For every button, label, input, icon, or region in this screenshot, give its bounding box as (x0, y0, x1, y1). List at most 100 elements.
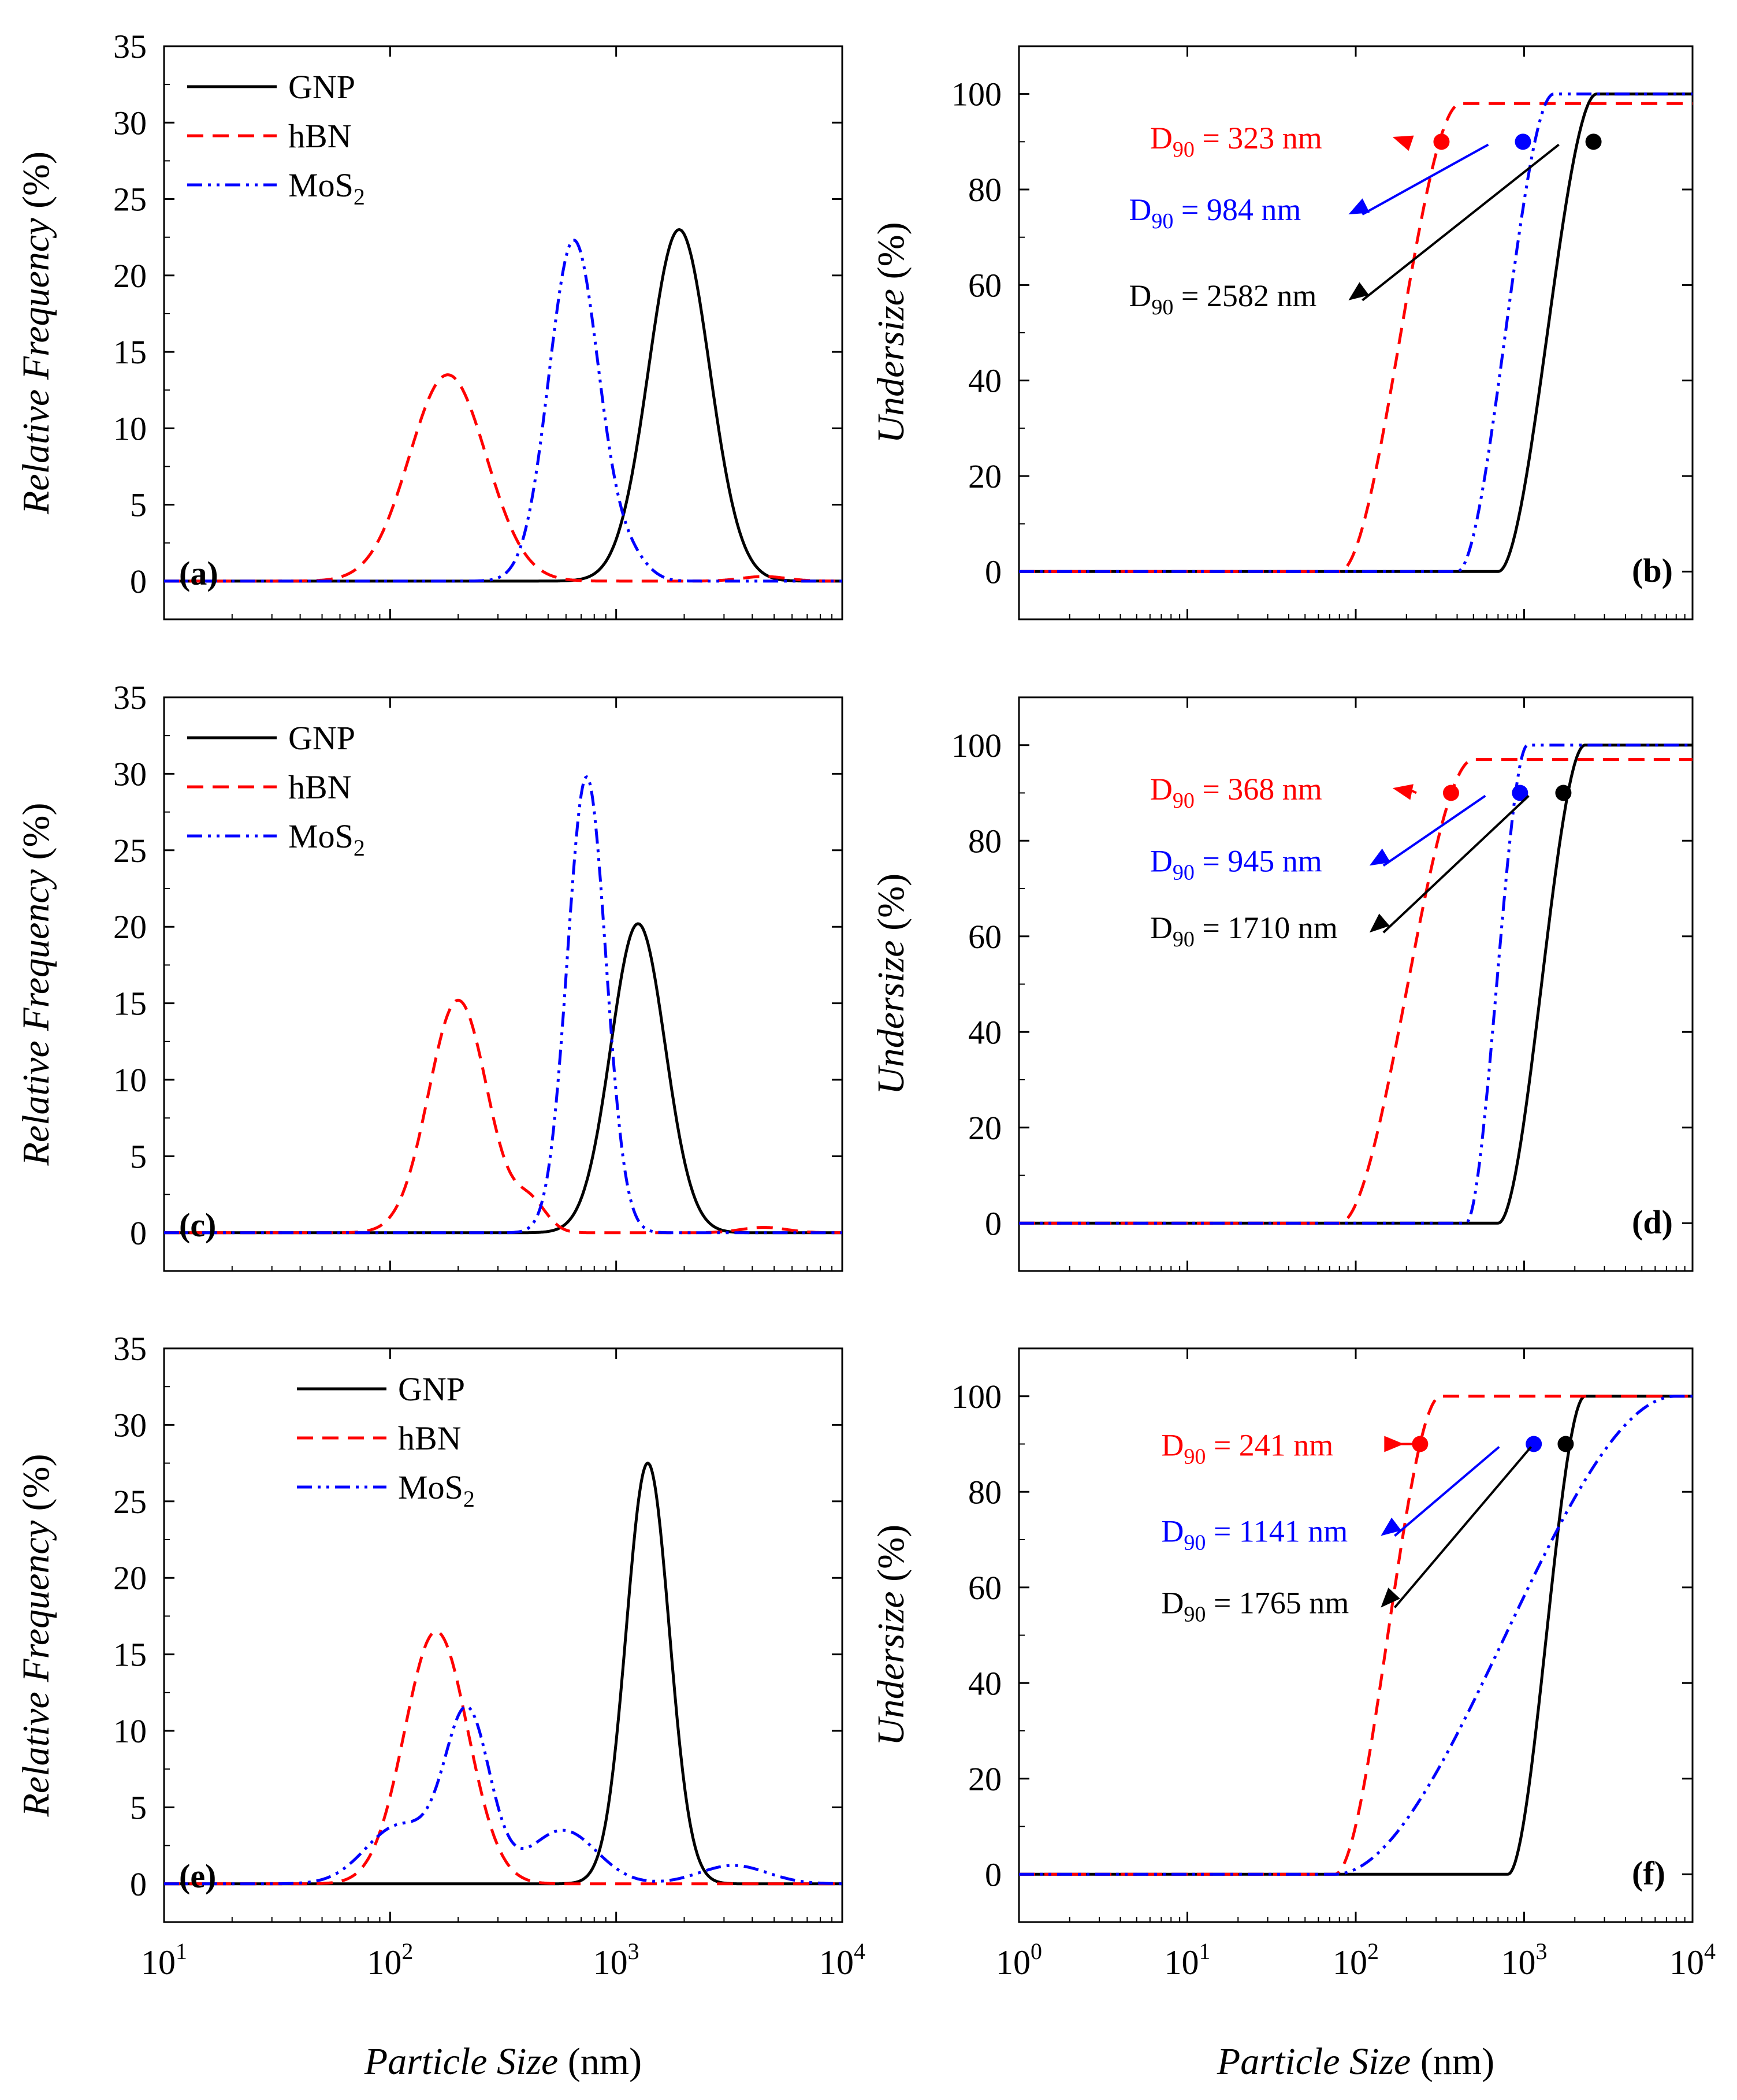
legend-text: hBN (398, 1419, 462, 1457)
y-tick-label: 20 (968, 1760, 1002, 1798)
y-tick-label: 20 (113, 257, 147, 295)
series-line-MoS2 (1019, 744, 1693, 1225)
d90-value: = 323 nm (1195, 121, 1322, 155)
d90-value: = 241 nm (1206, 1428, 1333, 1463)
d90-symbol: D (1161, 1428, 1184, 1463)
legend-text: GNP (288, 68, 355, 106)
y-axis-label-unit: (%) (15, 1454, 57, 1521)
series-line-hBN (1019, 102, 1693, 573)
x-tick-label: 101 (141, 1938, 187, 1982)
d90-arrow-line (1382, 794, 1486, 867)
tick-exponent: 3 (1536, 1938, 1548, 1964)
legend-text: hBN (288, 117, 352, 155)
y-axis-label: Undersize (%) (870, 1525, 912, 1746)
x-axis-label: Particle Size (nm) (364, 2040, 642, 2083)
y-tick-label: 80 (968, 171, 1002, 209)
y-tick-label: 20 (113, 1559, 147, 1597)
d90-arrow-head (1369, 913, 1390, 933)
plot-frame (163, 1347, 843, 1923)
y-axis-label: Relative Frequency (%) (15, 803, 57, 1166)
y-tick-label: 10 (113, 1712, 147, 1750)
y-tick-label: 60 (968, 1569, 1002, 1607)
y-tick-label: 20 (968, 1109, 1002, 1147)
d90-arrow-head (1384, 1436, 1404, 1452)
y-tick-label: 60 (968, 918, 1002, 956)
y-tick-label: 5 (130, 1138, 147, 1175)
series-group (164, 1461, 842, 1886)
tick-exponent: 2 (401, 1938, 413, 1964)
legend-label-GNP: GNP (398, 1370, 465, 1408)
tick-exponent: 1 (1199, 1938, 1211, 1964)
legend-label-MoS2: MoS2 (288, 166, 365, 210)
y-tick-label: 40 (968, 362, 1002, 400)
d90-subscript: 90 (1184, 1445, 1206, 1469)
d90-arrow-head (1348, 282, 1370, 300)
d90-label: D90 = 323 nm (1150, 121, 1322, 162)
y-tick-label: 100 (951, 1378, 1002, 1415)
legend-label-hBN: hBN (398, 1419, 462, 1457)
legend-text: GNP (288, 719, 355, 757)
y-axis-label: Relative Frequency (%) (15, 1454, 57, 1817)
x-tick-label: 104 (819, 1938, 865, 1982)
y-tick-label: 25 (113, 181, 147, 218)
y-axis-label-text: Relative Frequency (15, 1520, 57, 1817)
tick-base: 10 (367, 1943, 401, 1982)
d90-arrow-head (1381, 1517, 1401, 1536)
d90-subscript: 90 (1151, 295, 1173, 319)
d90-value: = 1710 nm (1195, 910, 1338, 945)
tick-base: 10 (996, 1943, 1031, 1982)
legend-label-MoS2: MoS2 (288, 817, 365, 861)
tick-exponent: 2 (1367, 1938, 1379, 1964)
y-axis-label: Undersize (%) (870, 874, 912, 1095)
x-axis-label: Particle Size (nm) (1217, 2040, 1494, 2083)
series-line-hBN (1019, 758, 1693, 1225)
d90-marker (1585, 133, 1602, 150)
panel-label: (b) (1632, 552, 1673, 589)
y-tick-label: 40 (968, 1013, 1002, 1051)
y-tick-label: 80 (968, 1473, 1002, 1511)
y-axis-label-text: Undersize (870, 940, 912, 1095)
d90-label: D90 = 241 nm (1161, 1428, 1333, 1469)
d90-value: = 984 nm (1173, 192, 1301, 227)
legend-text: MoS (288, 817, 354, 855)
tick-base: 10 (593, 1943, 628, 1982)
y-tick-label: 15 (113, 985, 147, 1023)
d90-subscript: 90 (1173, 789, 1195, 813)
y-tick-label: 20 (968, 458, 1002, 495)
d90-arrow-line (1362, 143, 1489, 215)
legend-subscript: 2 (354, 835, 365, 861)
d90-marker (1412, 1436, 1429, 1452)
d90-value: = 2582 nm (1173, 278, 1316, 313)
d90-symbol: D (1150, 910, 1173, 945)
x-axis-label-text: Particle Size (364, 2040, 558, 2083)
x-tick-label: 103 (593, 1938, 639, 1982)
x-tick-label: 102 (1333, 1938, 1379, 1982)
d90-label: D90 = 984 nm (1129, 192, 1301, 233)
series-group (164, 228, 842, 583)
d90-label: D90 = 1710 nm (1150, 910, 1338, 951)
d90-subscript: 90 (1173, 137, 1195, 162)
d90-arrow-line (1362, 143, 1560, 302)
y-tick-label: 40 (968, 1664, 1002, 1702)
legend-label-hBN: hBN (288, 768, 352, 806)
d90-arrow-head (1348, 198, 1370, 215)
x-tick-label: 102 (367, 1938, 413, 1982)
d90-subscript: 90 (1173, 860, 1195, 884)
d90-subscript: 90 (1184, 1530, 1206, 1555)
d90-label: D90 = 1765 nm (1161, 1586, 1349, 1627)
y-tick-label: 0 (130, 1214, 147, 1252)
y-tick-label: 30 (113, 104, 147, 142)
series-group (164, 775, 842, 1235)
panel-label: (e) (179, 1857, 216, 1895)
d90-label: D90 = 368 nm (1150, 772, 1322, 813)
x-axis-label-text: Particle Size (1217, 2040, 1411, 2083)
d90-symbol: D (1161, 1586, 1184, 1620)
d90-marker (1442, 785, 1459, 801)
series-line-MoS2 (1019, 92, 1693, 573)
tick-base: 10 (1669, 1943, 1704, 1982)
tick-base: 10 (1165, 1943, 1199, 1982)
y-tick-label: 35 (113, 679, 147, 716)
